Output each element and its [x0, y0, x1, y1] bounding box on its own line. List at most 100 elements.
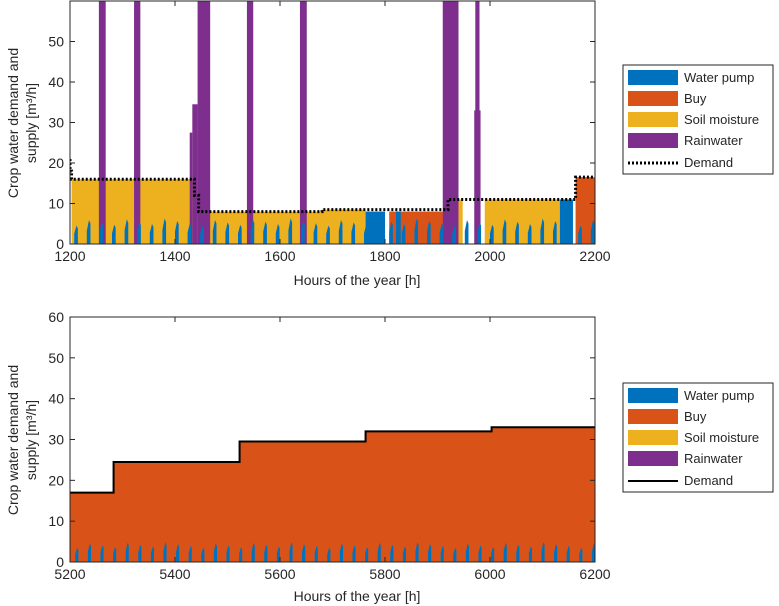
pulse-water-pump-10 — [201, 547, 205, 562]
pulse-water-pump-1 — [87, 543, 91, 562]
legend-swatch-soil-moisture-bottom — [628, 430, 678, 445]
pulse-water-pump-8 — [176, 544, 180, 562]
pulse-water-pump-17 — [288, 218, 293, 244]
block-soil-moisture-3 — [458, 199, 463, 244]
ticks-top: 1200 1400 1600 1800 2000 2200 0 10 20 30 40 50 — [48, 1, 611, 264]
pulse-water-pump-33 — [490, 224, 494, 244]
pulse-water-pump-19 — [313, 223, 318, 244]
bar-rainwater-6 — [299, 1, 307, 244]
pulse-water-pump-37 — [541, 542, 545, 562]
y-tick-label-top-30: 30 — [48, 115, 64, 131]
pulse-water-pump-10 — [200, 225, 204, 244]
pulse-water-pump-40 — [579, 547, 583, 562]
legend-label-water-pump-bottom: Water pump — [684, 388, 754, 403]
pulse-water-pump-4 — [125, 542, 129, 562]
x-tick-label-bottom-5200: 5200 — [54, 566, 85, 582]
y-axis-label-bottom-line2: supply [m³/h] — [23, 400, 39, 480]
y-axis-label-top-line2: supply [m³/h] — [23, 83, 39, 163]
area-buy — [70, 427, 595, 562]
pulse-water-pump-12 — [226, 545, 230, 562]
pulse-water-pump-8 — [175, 220, 179, 244]
bar-rainwater-1 — [134, 1, 141, 244]
y-tick-label-bottom-20: 20 — [48, 472, 64, 488]
x-tick-label-top-1200: 1200 — [54, 248, 85, 264]
pulse-water-pump-38 — [554, 544, 558, 562]
x-tick-label-top-1400: 1400 — [159, 248, 190, 264]
pulse-water-pump-34 — [503, 542, 507, 562]
legend-label-water-pump: Water pump — [684, 70, 754, 85]
pulse-water-pump-0 — [74, 225, 78, 244]
pulse-water-pump-30 — [452, 225, 456, 244]
pulse-water-pump-39 — [565, 223, 570, 244]
x-axis-label-bottom: Hours of the year [h] — [294, 588, 421, 604]
pulse-water-pump-4 — [124, 219, 129, 244]
pulse-water-pump-35 — [515, 221, 519, 244]
pulse-water-pump-16 — [275, 223, 280, 244]
bar-rainwater-3 — [192, 104, 198, 244]
chart-bottom: 5200 5400 5600 5800 6000 6200 0 10 20 30 40 50 60 Ho… — [5, 309, 774, 604]
pulse-water-pump-28 — [427, 220, 431, 244]
pulse-water-pump-35 — [516, 544, 520, 562]
block-water-pump-1 — [396, 211, 401, 244]
pulse-water-pump-38 — [553, 220, 557, 244]
legend-swatch-rainwater — [628, 133, 678, 148]
pulse-water-pump-13 — [238, 224, 242, 244]
x-tick-label-top-1600: 1600 — [264, 248, 295, 264]
pulse-water-pump-2 — [99, 222, 104, 244]
pulse-water-pump-18 — [302, 544, 306, 562]
pulse-water-pump-37 — [540, 218, 545, 244]
pulse-water-pump-40 — [578, 225, 582, 244]
bar-rainwater-5 — [246, 1, 254, 244]
pulse-water-pump-12 — [225, 222, 230, 244]
pulse-water-pump-6 — [150, 546, 154, 562]
pulse-water-pump-24 — [376, 219, 381, 244]
pulse-water-pump-7 — [163, 542, 167, 562]
pulse-water-pump-31 — [465, 543, 469, 562]
pulse-water-pump-5 — [137, 221, 141, 244]
bar-rainwater-9 — [475, 1, 480, 244]
pulse-water-pump-23 — [365, 547, 369, 562]
y-tick-label-top-40: 40 — [48, 74, 64, 90]
y-tick-label-bottom-60: 60 — [48, 309, 64, 325]
x-tick-label-bottom-5600: 5600 — [264, 566, 295, 582]
demand-line-bottom — [70, 426, 595, 494]
pulse-water-pump-0 — [75, 547, 79, 562]
pulse-water-pump-15 — [264, 544, 268, 562]
pulse-water-pump-27 — [414, 218, 419, 244]
block-water-pump-2 — [559, 199, 573, 244]
pulse-water-pump-11 — [212, 220, 217, 244]
legend-label-rainwater-bottom: Rainwater — [684, 451, 743, 466]
pulse-water-pump-23 — [364, 224, 368, 244]
x-tick-label-bottom-6200: 6200 — [579, 566, 610, 582]
pulse-water-pump-29 — [439, 223, 444, 244]
x-tick-label-bottom-6000: 6000 — [474, 566, 505, 582]
bar-rainwater-4 — [197, 1, 211, 244]
pulse-water-pump-32 — [477, 222, 482, 244]
legend-swatch-water-pump-bottom — [628, 388, 678, 403]
pulse-water-pump-26 — [401, 223, 406, 244]
legend-top: Water pump Buy Soil moisture Rainwater D… — [622, 64, 774, 175]
pulse-water-pump-21 — [338, 220, 343, 244]
pulse-water-pump-25 — [390, 544, 394, 562]
x-tick-label-top-1800: 1800 — [369, 248, 400, 264]
y-tick-label-bottom-40: 40 — [48, 391, 64, 407]
pulse-water-pump-41 — [590, 220, 595, 244]
block-water-pump-0 — [365, 211, 385, 244]
pulse-water-pump-14 — [250, 219, 255, 244]
legend-swatch-rainwater-bottom — [628, 451, 678, 466]
pulse-water-pump-28 — [428, 544, 432, 562]
y-axis-label-top-line1: Crop water demand and — [5, 48, 21, 198]
pulse-water-pump-31 — [464, 220, 469, 244]
pulse-water-pump-5 — [138, 544, 142, 562]
y-axis-label-bottom-line1: Crop water demand and — [5, 365, 21, 515]
y-tick-label-bottom-50: 50 — [48, 350, 64, 366]
legend-label-buy: Buy — [684, 91, 707, 106]
plot-area-bottom — [70, 426, 595, 562]
pulse-water-pump-1 — [86, 220, 91, 244]
pulse-water-pump-7 — [162, 218, 167, 244]
pulse-water-pump-14 — [251, 542, 255, 562]
x-tick-label-top-2200: 2200 — [579, 248, 610, 264]
legend-label-rainwater: Rainwater — [684, 133, 743, 148]
pulse-water-pump-22 — [352, 545, 356, 562]
pulse-water-pump-36 — [528, 546, 532, 562]
